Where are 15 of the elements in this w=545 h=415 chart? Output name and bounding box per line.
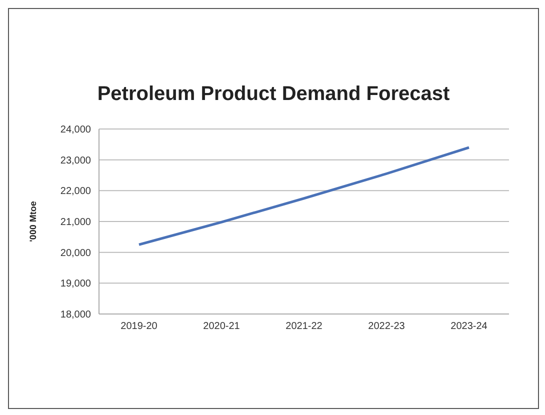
x-tick-label: 2023-24 — [450, 321, 488, 332]
y-tick-label: 19,000 — [60, 278, 92, 290]
x-tick-label: 2019-20 — [120, 321, 158, 332]
y-tick-label: 21,000 — [60, 217, 92, 228]
y-tick-label: 23,000 — [60, 155, 92, 166]
line-series — [138, 146, 470, 246]
chart-title: Petroleum Product Demand Forecast — [96, 83, 451, 106]
y-axis-title: '000 Mtoe — [28, 201, 38, 242]
y-tick-label: 20,000 — [60, 248, 92, 259]
x-tick-label: 2022-23 — [368, 321, 406, 332]
y-tick-label: 22,000 — [60, 186, 92, 198]
x-tick-label: 2020-21 — [203, 321, 240, 332]
y-tick-label: 24,000 — [60, 124, 92, 136]
x-tick-label: 2021-22 — [286, 321, 323, 332]
y-tick-label: 18,000 — [60, 310, 92, 321]
